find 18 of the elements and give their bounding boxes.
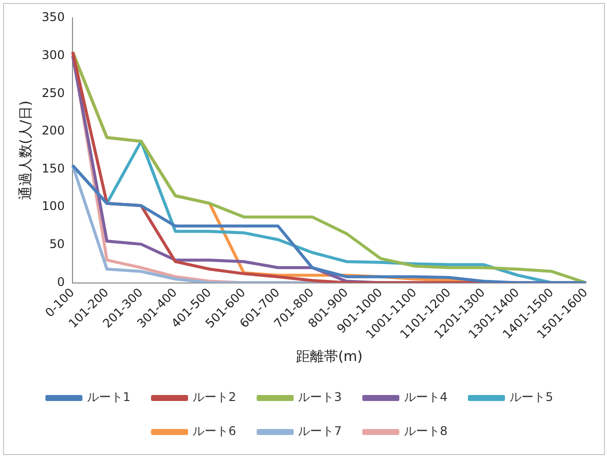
legend-label: ルート5 — [509, 390, 554, 404]
legend-label: ルート3 — [298, 390, 342, 404]
x-axis-title: 距離帯(m) — [296, 349, 363, 366]
legend-label: ルート6 — [192, 424, 236, 438]
y-tick-label: 300 — [42, 48, 65, 62]
y-tick-label: 250 — [42, 86, 65, 100]
legend-label: ルート2 — [192, 390, 236, 404]
y-tick-label: 200 — [42, 124, 65, 138]
legend-label: ルート8 — [404, 424, 448, 438]
legend-label: ルート7 — [298, 424, 342, 438]
y-tick-label: 150 — [42, 161, 65, 176]
y-tick-label: 100 — [42, 199, 65, 214]
legend-label: ルート4 — [404, 390, 448, 404]
y-tick-label: 0 — [57, 274, 65, 289]
legend-label: ルート1 — [86, 390, 131, 404]
y-tick-label: 350 — [42, 10, 65, 24]
y-tick-label: 50 — [49, 237, 65, 252]
y-axis-title: 通過人数(人/日) — [18, 100, 34, 200]
